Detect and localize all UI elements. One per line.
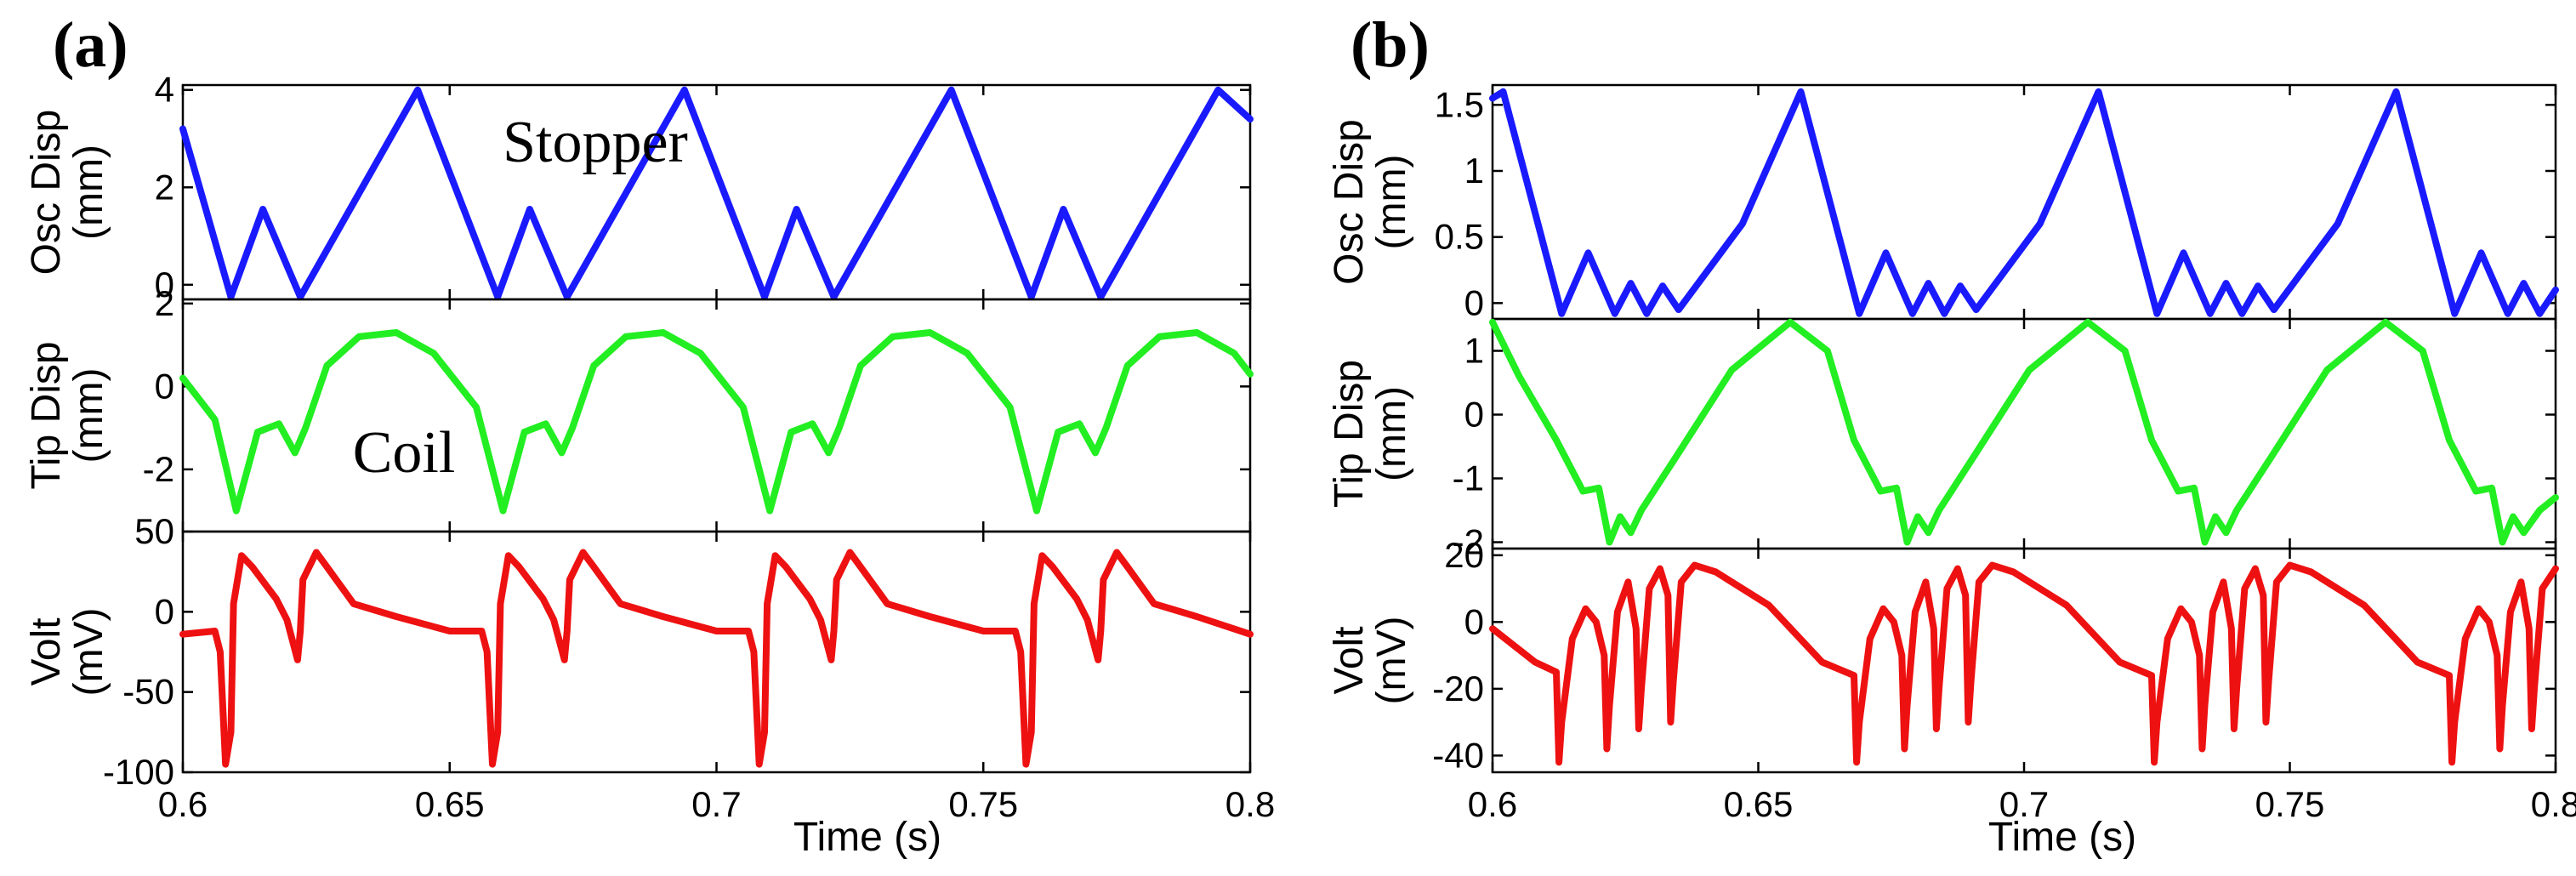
panel-a-xtick-label: 0.75 [948,784,1018,824]
panel-a-volt-ytick-label: -50 [122,672,174,712]
panel-a-osc-disp-ytick-label: 2 [155,167,174,207]
panel-b-volt-ylabel: Volt [1327,626,1372,694]
panel-b-xtick-label: 0.6 [1468,784,1517,824]
panel-b-volt-ytick-label: 0 [1464,601,1484,641]
panel-b-tip-disp-ytick-label: -2 [1453,522,1484,562]
panel-b-label: (b) [1351,9,1430,81]
panel-b-osc-disp-ytick-label: 0 [1464,282,1484,322]
panel-b-xtick-label: 0.7 [1999,784,2049,824]
panel-a-volt-plot: -100 -50 0 50 Volt(mV) [24,511,1254,792]
panel-b-tip-disp-ylabel: Tip Disp [1327,360,1372,508]
panel-a-label: (a) [53,9,128,81]
panel-b-tip-disp-ytick-label: -1 [1453,458,1484,498]
panel-b-xtick-label: 0.75 [2255,784,2325,824]
panel-b-volt-plot: -40 -20 0 20 Volt(mV) [1327,535,2559,775]
stopper-annotation: Stopper [503,110,688,175]
panel-a-tip-disp-plot: -2 0 2 Tip Disp(mm) [24,283,1254,533]
panel-b-xtick-label: 0.8 [2531,784,2576,824]
panel-b-tip-disp-trace [1489,318,2559,546]
panel-a-osc-disp-trace [179,86,1254,301]
panel-a-volt-ylabel: (mV) [66,608,111,697]
panel-b-xlabel: Time (s) [1988,815,2136,860]
panel-a-osc-disp-plot: 0 2 4 Osc Disp(mm) [24,70,1254,304]
panel-a-osc-disp-ylabel: Osc Disp [24,110,69,276]
panel-b-osc-disp-ylabel: Osc Disp [1327,119,1372,285]
panel-a-osc-disp-ytick-label: 4 [155,70,174,110]
panel-b-tip-disp-ytick-label: 0 [1464,395,1484,435]
panel-b-osc-disp-axes-frame [1491,83,2557,321]
panel-a-volt-ylabel: Volt [24,617,69,685]
panel-a-tip-disp-trace [179,329,1254,515]
panel-a-xtick-label: 0.65 [415,784,485,824]
panel-a-osc-disp-ytick-label: 0 [155,265,174,304]
panel-a-osc-disp-ylabel: (mm) [66,145,111,240]
panel-b-xtick-label: 0.65 [1724,784,1794,824]
panel-b-osc-disp-ytick-label: 1 [1464,151,1484,191]
panel-a-volt-trace [179,549,1254,768]
panel-a-xlabel: Time (s) [793,815,941,860]
panel-a-xtick-label: 0.6 [158,784,208,824]
panel-b-volt-ylabel: (mV) [1369,617,1414,705]
panel-b-osc-disp-trace [1489,88,2559,317]
panel-b-tip-disp-plot: -2 -1 0 1 Tip Disp(mm) [1327,317,2559,562]
panel-a-volt-axes-frame [181,530,1252,774]
panel-b-osc-disp-ytick-label: 0.5 [1435,217,1484,257]
panel-b-osc-disp-ytick-label: 1.5 [1435,84,1484,124]
panel-a-tip-disp-ytick-label: 0 [155,366,174,406]
panel-a-tip-disp-ylabel: (mm) [66,368,111,464]
panel-b-volt-ytick-label: 20 [1444,535,1484,575]
panel-b-tip-disp-ytick-label: 1 [1464,331,1484,371]
panel-b-volt-ytick-label: -20 [1432,668,1484,708]
panel-b-tip-disp-ylabel: (mm) [1369,386,1414,481]
panel-a-volt-ytick-label: 0 [155,591,174,631]
panel-a-xtick-label: 0.7 [691,784,741,824]
panel-a-tip-disp-ylabel: Tip Disp [24,341,69,489]
panel-a-tip-disp-ytick-label: 2 [155,283,174,323]
panel-a-tip-disp-axes-frame [181,298,1252,533]
panel-b-volt-ytick-label: -40 [1432,735,1484,775]
panel-b-osc-disp-ylabel: (mm) [1369,155,1414,250]
panel-a-xtick-label: 0.8 [1225,784,1275,824]
panel-b-volt-trace [1489,561,2559,766]
panel-a-xticks: 0.6 0.65 0.7 0.75 0.8 [158,784,1275,824]
panel-b-xticks: 0.6 0.65 0.7 0.75 0.8 [1468,784,2576,824]
panel-b-osc-disp-plot: 0 0.5 1 1.5 Osc Disp(mm) [1327,83,2559,322]
panel-a-volt-ytick-label: -100 [103,752,174,792]
panel-b-tip-disp-axes-frame [1491,317,2557,550]
coil-annotation: Coil [353,420,456,486]
panel-a-volt-ytick-label: 50 [134,511,174,551]
panel-a-tip-disp-ytick-label: -2 [143,449,174,489]
